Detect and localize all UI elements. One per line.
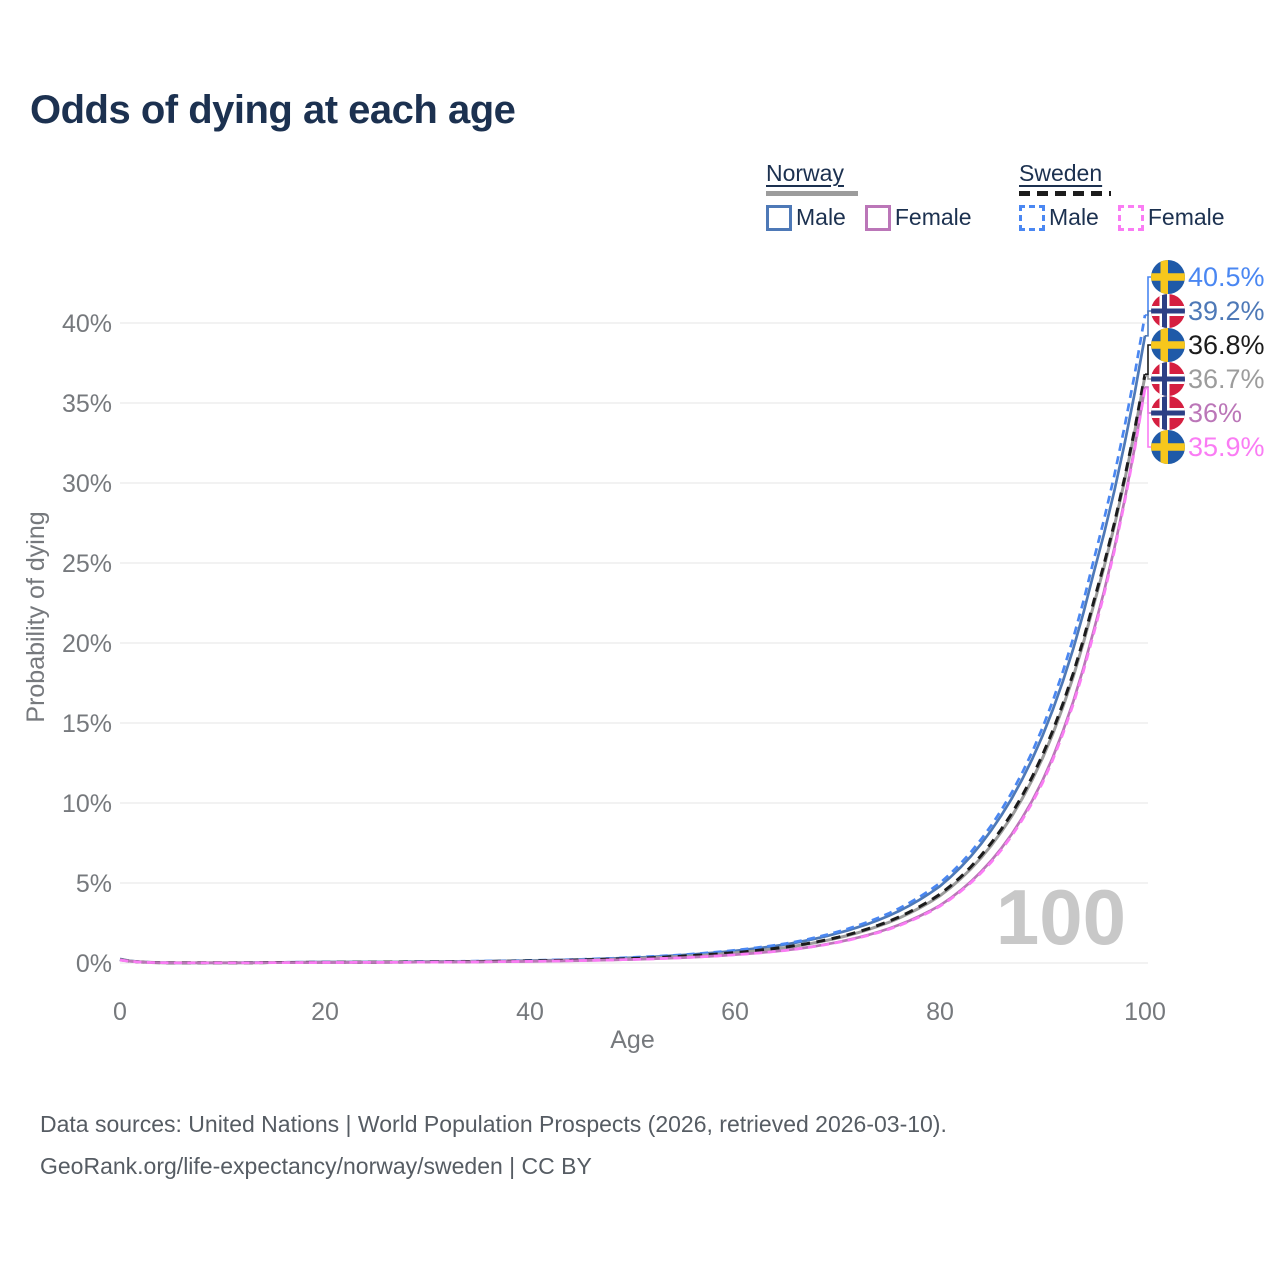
- x-tick-label: 60: [721, 998, 749, 1026]
- end-label-connector: [1145, 310, 1151, 337]
- legend-label: Female: [894, 204, 972, 230]
- series-line-norway-female[interactable]: [119, 386, 1147, 965]
- norway-line-style-swatch: [766, 191, 858, 196]
- end-value-label-norway-male: 39.2%: [1188, 296, 1265, 326]
- flag-sweden-icon: [1151, 328, 1185, 362]
- series-line-sweden-male[interactable]: [119, 314, 1147, 965]
- y-tick-label: 10%: [62, 790, 112, 818]
- legend-item-norway-male[interactable]: Male: [766, 204, 846, 231]
- legend-label: Male: [1049, 204, 1099, 230]
- x-axis-title: Age: [610, 1026, 654, 1054]
- x-tick-label: 100: [1124, 998, 1166, 1026]
- flag-sweden-icon: [1151, 430, 1185, 464]
- y-axis-title: Probability of dying: [22, 511, 50, 722]
- sweden-line-style-swatch: [1019, 191, 1111, 196]
- x-tick-label: 40: [516, 998, 544, 1026]
- y-tick-label: 30%: [62, 470, 112, 498]
- legend-group-norway: Norway Male Female: [766, 160, 972, 231]
- legend-label: Female: [1147, 204, 1225, 230]
- flag-norway-icon: [1151, 294, 1185, 328]
- page-title: Odds of dying at each age: [30, 88, 516, 132]
- flag-sweden-icon: [1151, 260, 1185, 294]
- x-tick-label: 20: [311, 998, 339, 1026]
- end-label-connector: [1145, 387, 1151, 448]
- end-label-connector: [1145, 344, 1151, 375]
- y-tick-label: 0%: [76, 950, 112, 978]
- legend-item-sweden-male[interactable]: Male: [1019, 204, 1099, 231]
- flag-norway-icon: [1151, 362, 1185, 396]
- series-line-sweden-female[interactable]: [119, 388, 1147, 965]
- legend-country-sweden[interactable]: Sweden: [1019, 160, 1103, 186]
- end-value-label-norway-female: 36%: [1188, 398, 1242, 428]
- end-label-connector: [1145, 375, 1151, 380]
- end-value-label-sweden-male: 40.5%: [1188, 262, 1265, 292]
- y-tick-label: 35%: [62, 390, 112, 418]
- sweden-male-swatch-icon: [1019, 204, 1045, 231]
- norway-female-swatch-icon: [864, 204, 891, 231]
- age-watermark: 100: [996, 873, 1126, 961]
- y-tick-label: 5%: [76, 870, 112, 898]
- legend-label: Male: [796, 204, 846, 230]
- norway-male-swatch-icon: [766, 204, 792, 231]
- y-tick-label: 25%: [62, 550, 112, 578]
- plot-area[interactable]: [120, 265, 1145, 963]
- end-value-label-sweden-female: 35.9%: [1188, 432, 1265, 462]
- x-tick-label: 80: [926, 998, 954, 1026]
- end-labels: 40.5% 39.2% 36.8% 36.7% 36% 35.9%: [1145, 260, 1265, 464]
- data-source-footer: Data sources: United Nations | World Pop…: [40, 1103, 947, 1187]
- y-tick-label: 40%: [62, 310, 112, 338]
- flag-norway-icon: [1151, 396, 1185, 430]
- y-tick-label: 20%: [62, 630, 112, 658]
- series-lines: [119, 314, 1147, 965]
- y-tick-label: 15%: [62, 710, 112, 738]
- y-axis-ticks: 0% 5% 10% 15% 20% 25% 30% 35% 40%: [62, 310, 112, 978]
- footer-link-line[interactable]: GeoRank.org/life-expectancy/norway/swede…: [40, 1153, 592, 1179]
- x-axis-ticks: 0 20 40 60 80 100: [113, 998, 1166, 1026]
- legend-country-norway[interactable]: Norway: [766, 160, 844, 186]
- end-label-connector: [1145, 276, 1151, 316]
- footer-sources-line: Data sources: United Nations | World Pop…: [40, 1111, 947, 1137]
- chart-svg[interactable]: 0% 5% 10% 15% 20% 25% 30% 35% 40% 0 20 40 60 80 100 Age…: [0, 0, 1280, 1080]
- legend-item-sweden-female[interactable]: Female: [1117, 204, 1225, 231]
- end-value-label-norway-both: 36.7%: [1188, 364, 1265, 394]
- legend-group-sweden: Sweden Male Female: [1019, 160, 1225, 231]
- sweden-female-swatch-icon: [1117, 204, 1144, 231]
- legend-item-norway-female[interactable]: Female: [864, 204, 972, 231]
- x-tick-label: 0: [113, 998, 127, 1026]
- end-value-label-sweden-both: 36.8%: [1188, 330, 1265, 360]
